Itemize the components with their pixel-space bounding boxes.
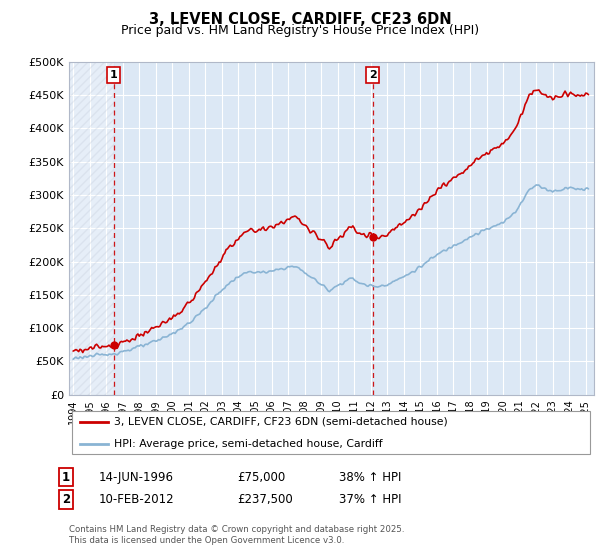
Text: 14-JUN-1996: 14-JUN-1996 bbox=[99, 470, 174, 484]
Text: 2: 2 bbox=[62, 493, 70, 506]
Text: Contains HM Land Registry data © Crown copyright and database right 2025.
This d: Contains HM Land Registry data © Crown c… bbox=[69, 525, 404, 545]
Text: 2: 2 bbox=[369, 70, 376, 80]
Text: £237,500: £237,500 bbox=[237, 493, 293, 506]
Text: 3, LEVEN CLOSE, CARDIFF, CF23 6DN: 3, LEVEN CLOSE, CARDIFF, CF23 6DN bbox=[149, 12, 451, 27]
Bar bbox=[69, 62, 113, 395]
Text: 38% ↑ HPI: 38% ↑ HPI bbox=[339, 470, 401, 484]
Text: 10-FEB-2012: 10-FEB-2012 bbox=[99, 493, 175, 506]
Text: 1: 1 bbox=[62, 470, 70, 484]
Text: 37% ↑ HPI: 37% ↑ HPI bbox=[339, 493, 401, 506]
Text: Price paid vs. HM Land Registry's House Price Index (HPI): Price paid vs. HM Land Registry's House … bbox=[121, 24, 479, 37]
Text: HPI: Average price, semi-detached house, Cardiff: HPI: Average price, semi-detached house,… bbox=[113, 438, 382, 449]
Text: 3, LEVEN CLOSE, CARDIFF, CF23 6DN (semi-detached house): 3, LEVEN CLOSE, CARDIFF, CF23 6DN (semi-… bbox=[113, 417, 448, 427]
FancyBboxPatch shape bbox=[71, 410, 590, 455]
Text: 1: 1 bbox=[110, 70, 118, 80]
Text: £75,000: £75,000 bbox=[237, 470, 285, 484]
